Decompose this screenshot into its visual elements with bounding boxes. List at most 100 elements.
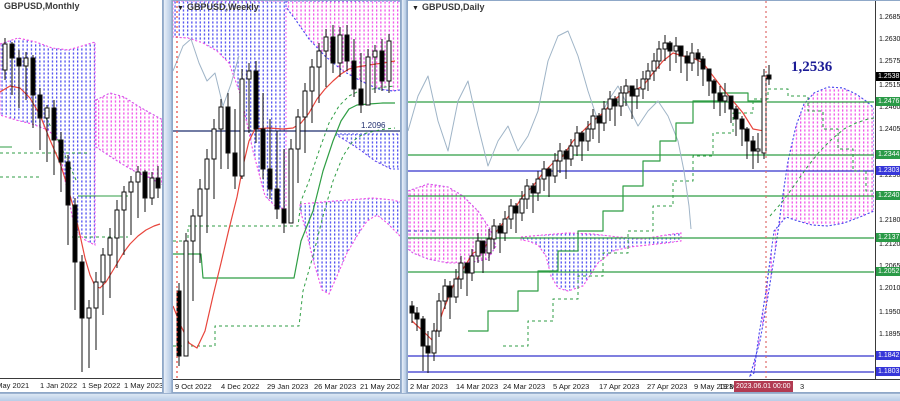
candle bbox=[121, 186, 127, 255]
cloud-edge bbox=[0, 37, 96, 246]
window-divider bbox=[401, 0, 407, 393]
candle bbox=[288, 139, 294, 224]
indicator-line-red bbox=[411, 52, 765, 342]
collapse-arrow-icon[interactable]: ▼ bbox=[177, 5, 184, 12]
candle bbox=[58, 132, 64, 192]
x-axis-date-label: 27 Apr 2023 bbox=[647, 382, 688, 391]
x-axis-date-label: 24 Mar 2023 bbox=[503, 382, 546, 391]
ichimoku-cloud bbox=[335, 133, 400, 170]
candle bbox=[563, 149, 569, 179]
ichimoku-cloud bbox=[285, 1, 400, 92]
candle bbox=[700, 56, 706, 86]
candle bbox=[65, 155, 71, 245]
x-axis-date-label: 1 May 2021 bbox=[0, 381, 30, 390]
candle bbox=[183, 233, 189, 357]
candle bbox=[309, 59, 315, 123]
candle bbox=[204, 149, 210, 233]
candle bbox=[662, 35, 668, 61]
x-axis-date-label: 2 Mar 2023 bbox=[410, 382, 448, 391]
price-chart-weekly: 1.2096 bbox=[173, 1, 400, 379]
time-axis-weekly: 9 Oct 2022 4 Dec 2022 29 Jan 2023 26 Mar 20… bbox=[173, 379, 401, 392]
candle bbox=[590, 109, 596, 139]
x-axis-date-label: 21 May 2023 bbox=[360, 382, 401, 391]
chart-title-text: GBPUSD,Monthly bbox=[4, 1, 80, 11]
candle bbox=[750, 136, 756, 169]
candle bbox=[739, 116, 745, 146]
price-level-badge: 1.1842 bbox=[876, 351, 900, 360]
price-axis-daily[interactable]: 1.2685 1.2630 1.2575 1.2515 1.2460 1.2405 1.22… bbox=[875, 1, 900, 379]
candle bbox=[316, 43, 322, 103]
chart-panel-daily[interactable]: ▼ GBPUSD,Daily 1.2685 1.2630 1.2575 1.2515 1.… bbox=[407, 0, 900, 393]
candle bbox=[190, 209, 196, 301]
candle bbox=[513, 203, 519, 233]
candle bbox=[645, 63, 651, 91]
candle bbox=[497, 223, 503, 253]
candle bbox=[281, 149, 287, 233]
candle bbox=[16, 50, 22, 108]
x-axis-date-label: 26 Mar 2023 bbox=[314, 382, 357, 391]
candle bbox=[9, 42, 15, 95]
candle bbox=[744, 127, 750, 159]
chart-title-text: GBPUSD,Daily bbox=[421, 2, 485, 12]
candle bbox=[651, 53, 657, 81]
candle bbox=[442, 279, 448, 309]
candle bbox=[535, 171, 541, 201]
candle bbox=[253, 61, 259, 143]
candle bbox=[267, 119, 273, 199]
price-chart-monthly bbox=[0, 37, 162, 372]
price-axis-tick: 1.2405 bbox=[879, 126, 900, 133]
price-chart-daily bbox=[408, 1, 874, 379]
candle bbox=[486, 229, 492, 261]
price-axis-tick: 1.2515 bbox=[879, 82, 900, 89]
chart-title-daily: ▼ GBPUSD,Daily bbox=[412, 2, 484, 12]
candle bbox=[469, 249, 475, 281]
candle bbox=[86, 300, 92, 368]
candle bbox=[358, 53, 364, 113]
price-axis-tick: 1.1895 bbox=[879, 331, 900, 338]
candle bbox=[579, 131, 585, 161]
indicator-line-green bbox=[503, 88, 874, 347]
candle bbox=[93, 272, 99, 350]
price-level-badge: 1.2137 bbox=[876, 233, 900, 242]
indicator-line-gray bbox=[408, 30, 692, 230]
price-level-badge: 1.2303 bbox=[876, 166, 900, 175]
candle bbox=[365, 49, 371, 106]
chart-panel-weekly[interactable]: ▼ GBPUSD,Weekly 1.2096 9 Oct 2022 4 Dec 20… bbox=[172, 0, 401, 393]
candle bbox=[135, 166, 141, 218]
price-level-badge: 1.1803 bbox=[876, 367, 900, 376]
candle bbox=[766, 65, 772, 85]
candle bbox=[480, 240, 486, 273]
candle bbox=[711, 79, 717, 109]
chart-title-monthly: GBPUSD,Monthly bbox=[4, 1, 80, 11]
indicator-line-red bbox=[173, 60, 396, 349]
chart-panel-monthly[interactable]: GBPUSD,Monthly 1 May 2021 1 Jan 2022 1 Sep… bbox=[0, 0, 163, 393]
price-axis-tick: 1.2460 bbox=[879, 104, 900, 111]
candle bbox=[211, 119, 217, 199]
candle bbox=[149, 172, 155, 205]
cloud-edge bbox=[520, 232, 682, 292]
candle bbox=[458, 256, 464, 289]
candle bbox=[755, 133, 761, 163]
candle bbox=[409, 301, 415, 323]
collapse-arrow-icon[interactable]: ▼ bbox=[412, 5, 419, 12]
candle bbox=[386, 34, 392, 93]
candle bbox=[107, 228, 113, 298]
candle bbox=[464, 262, 470, 296]
candle bbox=[239, 69, 245, 179]
chart-title-text: GBPUSD,Weekly bbox=[186, 2, 259, 12]
candle bbox=[295, 109, 301, 183]
price-level-badge: 1.2538 bbox=[876, 72, 900, 81]
crosshair-date-suffix: 3 bbox=[800, 382, 805, 391]
candle bbox=[431, 323, 437, 361]
candle bbox=[541, 161, 547, 191]
candle bbox=[596, 113, 602, 143]
candle bbox=[612, 96, 618, 126]
x-axis-date-label: 1 Jan 2022 bbox=[40, 381, 78, 390]
candle bbox=[420, 316, 426, 371]
cloud-edge bbox=[749, 86, 874, 377]
candle bbox=[246, 63, 252, 133]
candle bbox=[524, 179, 530, 209]
candle bbox=[274, 131, 280, 219]
